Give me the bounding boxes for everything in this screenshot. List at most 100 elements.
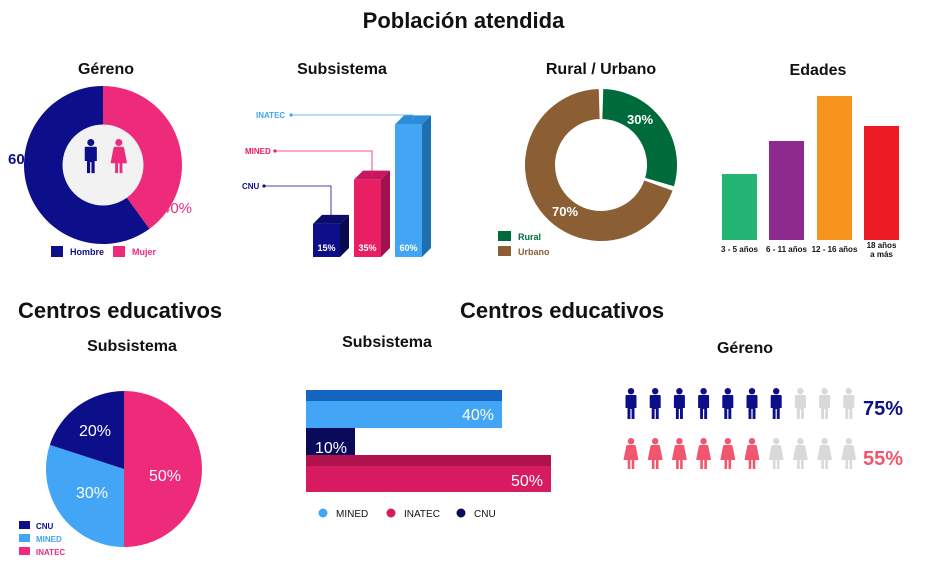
- pictogram-woman-4-head: [724, 438, 731, 445]
- callout-line-inatec: [291, 114, 414, 120]
- pictogram-woman-1-body: [647, 445, 663, 469]
- tick-edad-2: 12 - 16 años: [812, 245, 858, 254]
- bar-side-cnu: [340, 214, 349, 257]
- pictogram-woman-3-head: [700, 438, 707, 445]
- pictogram-woman-0-head: [627, 438, 635, 445]
- pictogram-man-7-head: [797, 388, 804, 395]
- pictogram-woman-0: [623, 438, 639, 469]
- pictogram-man-3-body: [698, 395, 710, 419]
- hbar-strip-inatec: [306, 455, 551, 466]
- tick-edad-0: 3 - 5 años: [721, 245, 758, 254]
- tick-edad-1: 6 - 11 años: [766, 245, 807, 254]
- page-title: Población atendida: [362, 8, 565, 33]
- pictogram-value-mujer: 55%: [863, 448, 903, 470]
- label-rural-pct: 30%: [627, 112, 653, 127]
- pictogram-man-1-body: [649, 395, 661, 419]
- pictogram-man-5-head: [748, 388, 756, 395]
- pictogram-woman-0-body: [623, 445, 639, 469]
- bar-cnu: [313, 223, 340, 257]
- legend-label-urbano: Urbano: [518, 247, 550, 257]
- bar-value-inatec: 60%: [399, 243, 417, 253]
- bar-mined: [354, 179, 381, 257]
- pictogram-man-6-head: [773, 388, 780, 395]
- legend-swatch-urbano: [498, 246, 511, 256]
- donut-slice-hombre: [24, 86, 150, 244]
- pictogram-woman-3: [696, 438, 712, 469]
- bar-inatec: [395, 124, 422, 258]
- bar-side-mined: [381, 170, 390, 257]
- woman-icon-head: [115, 139, 123, 147]
- donut-center: [62, 124, 144, 206]
- pictogram-woman-9: [841, 438, 857, 469]
- pictogram-man-5: [746, 388, 758, 419]
- hbar-value-cnu: 10%: [315, 440, 347, 457]
- pictogram-man-1: [649, 388, 661, 419]
- pie-slice-inatec: [124, 391, 202, 547]
- pictogram-woman-4-body: [720, 445, 736, 469]
- pictogram-woman-1: [647, 438, 663, 469]
- pictogram-man-0: [625, 388, 637, 419]
- legend-label-inatec-hbar: INATEC: [404, 509, 440, 520]
- man-icon: [84, 139, 97, 174]
- pictogram-value-hombre: 75%: [863, 398, 903, 420]
- label-hombre-pct: 60%: [8, 151, 38, 168]
- pictogram-man-3-head: [700, 388, 707, 395]
- pictogram-man-9-body: [843, 395, 855, 419]
- pictogram-man-3: [698, 388, 710, 419]
- legend-label-hombre: Hombre: [70, 247, 104, 257]
- legend-swatch-hombre: [51, 246, 63, 257]
- pictogram-man-0-head: [627, 388, 635, 395]
- legend-label-rural: Rural: [518, 232, 541, 242]
- pictogram-man-7-body: [794, 395, 806, 419]
- callout-label-mined: MINED: [245, 147, 271, 156]
- bar-edad-2: [817, 96, 852, 240]
- callout-line-mined: [275, 150, 373, 176]
- pictogram-man-6: [770, 388, 782, 419]
- legend-label-mined-pie: MINED: [36, 535, 62, 544]
- pictogram-man-2-body: [673, 395, 685, 419]
- pictogram-woman-7: [792, 438, 808, 469]
- chart-title-centros-genero: Géreno: [716, 340, 773, 357]
- legend-label-cnu-hbar: CNU: [474, 509, 496, 520]
- pictogram-woman-9-body: [841, 445, 857, 469]
- legend-swatch-cnu-pie: [19, 521, 30, 529]
- pictogram-woman-4: [720, 438, 736, 469]
- callout-label-cnu: CNU: [242, 182, 260, 191]
- legend-swatch-rural: [498, 231, 511, 241]
- pictogram-man-8-body: [819, 395, 831, 419]
- pictogram-woman-7-body: [792, 445, 808, 469]
- legend-label-mujer: Mujer: [132, 247, 157, 257]
- section-title-left: Centros educativos: [18, 298, 223, 323]
- pie-label-cnu: 20%: [79, 423, 111, 440]
- legend-dot-inatec-hbar: [386, 508, 396, 518]
- pictogram-woman-8-body: [817, 445, 833, 469]
- pictogram-woman-3-body: [696, 445, 712, 469]
- pictogram-woman-2: [671, 438, 687, 469]
- label-urbano-pct: 70%: [552, 204, 578, 219]
- pictogram-man-4: [722, 388, 734, 419]
- callout-label-inatec: INATEC: [256, 111, 285, 120]
- bar-value-mined: 35%: [358, 243, 376, 253]
- chart-title-centros-bar: Subsistema: [342, 334, 432, 351]
- legend-dot-cnu-hbar: [456, 508, 466, 518]
- tick-edad-3a: 18 años: [867, 241, 897, 250]
- legend-swatch-mujer: [113, 246, 125, 257]
- legend-label-mined-hbar: MINED: [336, 509, 368, 520]
- pictogram-man-6-body: [770, 395, 782, 419]
- chart-title-genero: Géreno: [77, 61, 134, 78]
- pie-slice-mined: [46, 444, 124, 547]
- bar-edad-1: [769, 141, 804, 240]
- label-mujer-pct: 40%: [162, 200, 192, 217]
- pictogram-woman-2-body: [671, 445, 687, 469]
- bar-edad-3: [864, 126, 899, 240]
- pie-slice-cnu: [49, 391, 124, 469]
- pictogram-woman-5-head: [748, 438, 756, 445]
- woman-icon-body: [110, 146, 128, 174]
- pictogram-man-4-head: [724, 388, 731, 395]
- pictogram-man-2: [673, 388, 685, 419]
- pictogram-woman-5-body: [744, 445, 760, 469]
- legend-label-cnu-pie: CNU: [36, 522, 54, 531]
- pictogram-woman-1-head: [652, 438, 659, 445]
- bar-side-inatec: [422, 115, 431, 258]
